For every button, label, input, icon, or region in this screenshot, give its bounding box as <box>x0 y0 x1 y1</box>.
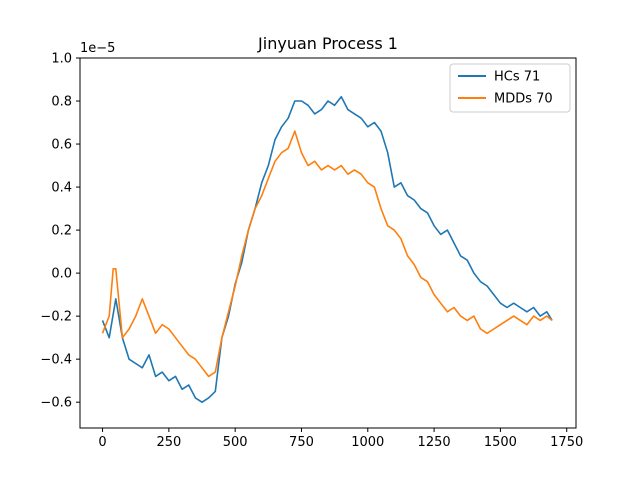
y-tick-label: 0.6 <box>51 138 72 153</box>
x-tick-label: 1000 <box>351 435 384 450</box>
plot-frame <box>79 57 577 429</box>
y-tick-label: 0.8 <box>51 95 72 110</box>
y-offset-label: 1e−5 <box>80 41 115 56</box>
x-tick-label: 250 <box>156 435 181 450</box>
y-tick-label: 0.0 <box>51 267 72 282</box>
series-line-1 <box>101 95 553 403</box>
y-tick-label: 0.4 <box>51 181 72 196</box>
x-tick-label: 1750 <box>550 435 583 450</box>
legend-label: HCs 71 <box>494 70 540 85</box>
x-tick-label: 1250 <box>418 435 451 450</box>
series-group <box>101 95 553 403</box>
chart-title: Jinyuan Process 1 <box>257 34 398 53</box>
x-axis: 0 250 500 750 1000 1250 1500 1750 <box>98 428 583 450</box>
series-line-2 <box>101 130 553 378</box>
legend: HCs 71 MDDs 70 <box>449 63 571 113</box>
y-tick-label: −0.6 <box>40 396 72 411</box>
y-axis: −0.6 −0.4 −0.2 0.0 0.2 0.4 0.6 0.8 1.0 <box>40 52 80 411</box>
x-tick-label: 750 <box>289 435 314 450</box>
y-tick-label: 0.2 <box>51 224 72 239</box>
y-tick-label: −0.2 <box>40 310 72 325</box>
legend-label: MDDs 70 <box>494 92 553 107</box>
x-tick-label: 500 <box>223 435 248 450</box>
x-tick-label: 1500 <box>484 435 517 450</box>
y-tick-label: 1.0 <box>51 52 72 67</box>
y-tick-label: −0.4 <box>40 353 72 368</box>
x-tick-label: 0 <box>98 435 106 450</box>
